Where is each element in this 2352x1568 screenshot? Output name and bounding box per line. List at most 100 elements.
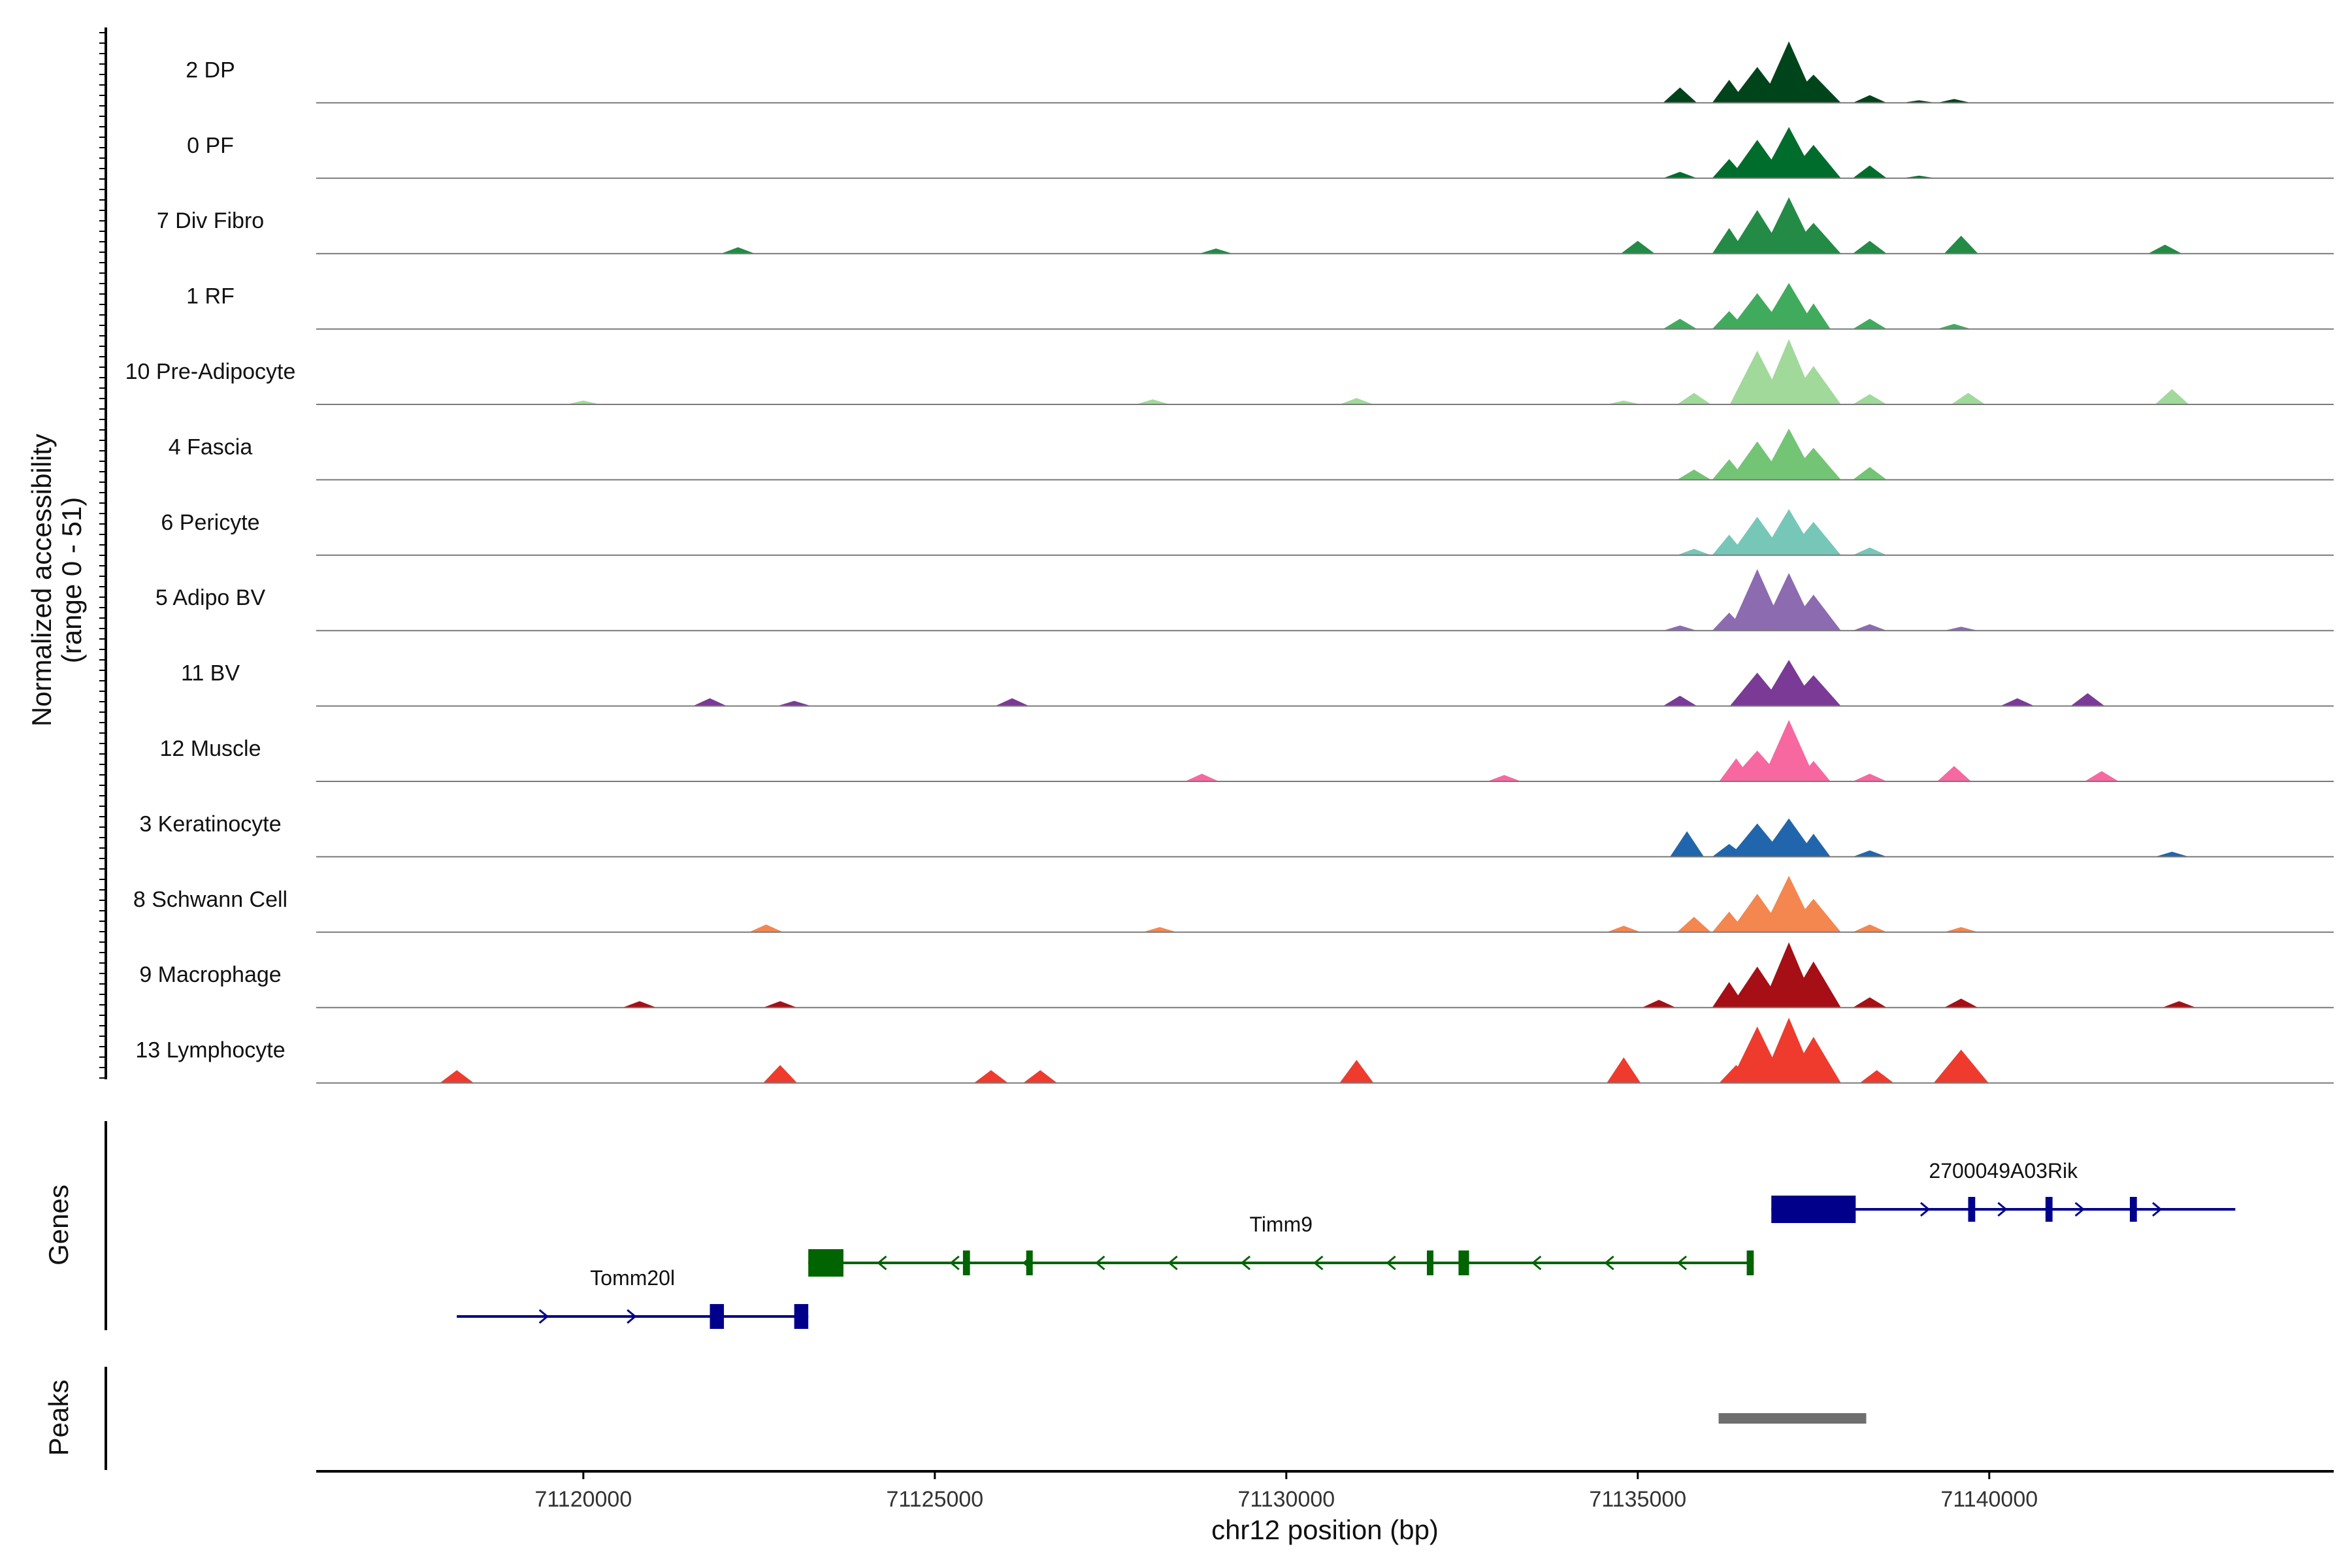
- coverage-peak: [1607, 400, 1641, 404]
- gene-track-title: Genes: [43, 1184, 74, 1266]
- track-label: 9 Macrophage: [139, 962, 281, 987]
- track-9: 12 Muscle: [160, 719, 2334, 782]
- coverage-peak: [2148, 244, 2182, 254]
- coverage-peak: [1663, 172, 1697, 178]
- strand-arrow: [1604, 1255, 1614, 1271]
- exon: [1771, 1196, 1856, 1223]
- coverage-peak: [777, 700, 811, 706]
- track-label: 0 PF: [187, 133, 234, 158]
- gene-track: Genes Tomm20l Timm9 2700049A03Rik: [43, 1121, 2236, 1330]
- coverage-peak: [1852, 165, 1887, 178]
- coverage-peak: [1933, 1049, 1989, 1083]
- coverage-peak: [622, 1001, 657, 1008]
- coverage-peak: [1796, 834, 1831, 857]
- coverage-peak: [1944, 927, 1978, 932]
- coverage-peak: [995, 698, 1030, 706]
- coverage-peak: [1786, 366, 1841, 404]
- coverage-peak: [1761, 818, 1817, 857]
- track-6: 6 Pericyte: [161, 509, 2334, 556]
- coverage-peak: [721, 247, 755, 254]
- coverage-peak: [1199, 248, 1233, 254]
- coverage-peak: [1487, 775, 1522, 781]
- coverage-peak: [1786, 144, 1841, 178]
- coverage-peak: [2070, 693, 2105, 706]
- coverage-peak: [1761, 719, 1817, 781]
- coverage-peak: [1852, 997, 1887, 1008]
- exon: [2045, 1197, 2053, 1222]
- coverage-peak: [1786, 223, 1841, 254]
- coverage-peak: [1937, 99, 1971, 103]
- track-label: 10 Pre-Adipocyte: [125, 359, 296, 384]
- gene-label: Tomm20l: [590, 1266, 675, 1290]
- gene-Tomm20l: Tomm20l: [457, 1266, 809, 1329]
- coverage-peak: [1852, 240, 1887, 254]
- track-8: 11 BV: [181, 660, 2334, 707]
- exon: [2129, 1197, 2137, 1222]
- coverage-peak: [1786, 1037, 1841, 1083]
- exon: [1746, 1250, 1754, 1275]
- strand-arrow: [1531, 1255, 1542, 1271]
- exon: [1968, 1197, 1976, 1222]
- strand-arrow: [627, 1309, 637, 1324]
- strand-arrow: [1240, 1255, 1251, 1271]
- track-label: 11 BV: [181, 661, 240, 686]
- coverage-peak: [1663, 318, 1697, 329]
- track-0: 2 DP: [186, 41, 2334, 104]
- strand-arrow: [1919, 1201, 1931, 1217]
- coverage-peak: [693, 698, 727, 706]
- coverage-peak: [1786, 595, 1841, 631]
- coverage-peak: [2084, 771, 2119, 781]
- strand-arrow: [877, 1255, 887, 1271]
- coverage-peak: [1676, 393, 1711, 404]
- coverage-peak: [2162, 1001, 2197, 1008]
- y-axis-title: Normalized accessibility (range 0 - 51): [26, 434, 87, 727]
- strand-arrow: [2152, 1201, 2163, 1217]
- coverage-peak: [2155, 851, 2189, 857]
- strand-arrow: [538, 1309, 549, 1324]
- strand-arrow: [1676, 1255, 1687, 1271]
- strand-arrow: [949, 1255, 960, 1271]
- y-axis-title-main: Normalized accessibility: [26, 434, 57, 727]
- track-10: 3 Keratinocyte: [139, 811, 2334, 858]
- coverage-peak: [1339, 398, 1374, 404]
- strand-arrow: [1168, 1255, 1178, 1271]
- x-tick-label: 71120000: [534, 1487, 632, 1512]
- track-label: 6 Pericyte: [161, 510, 259, 535]
- exon: [1458, 1250, 1469, 1275]
- coverage-peak: [1852, 547, 1887, 555]
- coverage-peak: [1852, 774, 1887, 781]
- strand-arrow: [2074, 1201, 2085, 1217]
- exon: [1427, 1250, 1434, 1275]
- strand-arrow: [1386, 1255, 1396, 1271]
- track-11: 8 Schwann Cell: [133, 875, 2334, 933]
- strand-arrow: [1997, 1201, 2008, 1217]
- track-label: 7 Div Fibro: [157, 208, 264, 233]
- y-axis-bracket: [99, 27, 107, 1079]
- coverage-peak: [1135, 399, 1170, 404]
- track-12: 9 Macrophage: [139, 942, 2334, 1009]
- coverage-peak: [1852, 924, 1887, 932]
- x-tick-label: 71135000: [1589, 1487, 1686, 1512]
- track-label: 13 Lymphocyte: [135, 1038, 285, 1063]
- track-label: 3 Keratinocyte: [139, 811, 281, 836]
- peak-track: Peaks: [43, 1367, 1867, 1470]
- coverage-peak: [1184, 774, 1219, 781]
- peak-bar: [1718, 1413, 1867, 1424]
- coverage-peak: [1339, 1060, 1374, 1083]
- gene-2700049A03Rik: 2700049A03Rik: [1771, 1159, 2236, 1223]
- coverage-peak: [749, 924, 783, 932]
- coverage-peak: [1607, 1057, 1641, 1083]
- strand-arrow: [1313, 1255, 1324, 1271]
- coverage-peak: [2000, 698, 2034, 706]
- coverage-peak: [1663, 625, 1697, 631]
- coverage-peak: [1852, 95, 1887, 103]
- track-1: 0 PF: [187, 127, 2334, 179]
- gene-label: Timm9: [1249, 1213, 1313, 1236]
- exon: [962, 1250, 970, 1275]
- track-2: 7 Div Fibro: [157, 197, 2334, 255]
- coverage-peak: [566, 400, 600, 404]
- track-label: 4 Fascia: [169, 434, 253, 459]
- coverage-peak: [1786, 675, 1841, 706]
- coverage-peak: [1944, 998, 1978, 1008]
